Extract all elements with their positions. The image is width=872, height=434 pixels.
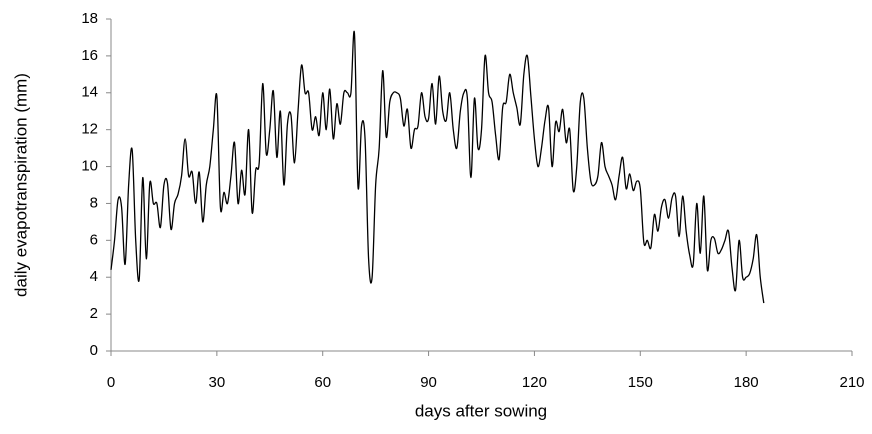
y-tick-label: 16 [81,47,98,64]
x-tick-label: 150 [628,374,653,391]
x-tick-label: 90 [420,374,437,391]
y-tick-label: 4 [90,268,98,285]
x-tick-label: 0 [107,374,115,391]
x-tick-label: 120 [522,374,547,391]
y-tick-label: 18 [81,10,98,27]
y-axis-label: daily evapotranspiration (mm) [11,73,30,297]
y-tick-label: 10 [81,158,98,175]
y-tick-label: 6 [90,231,98,248]
x-axis-label: days after sowing [415,401,547,420]
x-tick-label: 210 [839,374,864,391]
x-tick-label: 60 [314,374,331,391]
y-tick-label: 14 [81,84,98,101]
y-tick-label: 2 [90,305,98,322]
data-line [110,30,765,304]
x-tick-label: 30 [209,374,226,391]
y-tick-label: 8 [90,194,98,211]
y-tick-label: 12 [81,121,98,138]
y-tick-label: 0 [90,342,98,359]
x-tick-label: 180 [734,374,759,391]
